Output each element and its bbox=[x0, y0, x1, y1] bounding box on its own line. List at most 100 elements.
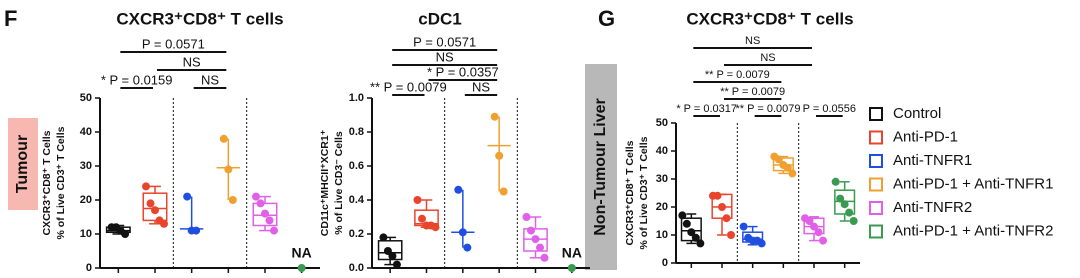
data-point bbox=[691, 233, 700, 242]
side-label-box bbox=[8, 118, 38, 210]
box bbox=[680, 217, 702, 242]
y-tick-label: 10 bbox=[656, 229, 668, 241]
data-point bbox=[718, 203, 726, 211]
data-point bbox=[392, 260, 401, 269]
y-tick-label: 30 bbox=[80, 160, 92, 172]
data-point bbox=[160, 219, 168, 228]
chart-title: CXCR3⁺CD8⁺ T cells bbox=[116, 9, 283, 28]
y-tick-label: 50 bbox=[80, 92, 92, 104]
significance-label: ** P = 0.0079 bbox=[720, 86, 785, 98]
data-point bbox=[228, 196, 237, 204]
data-point bbox=[265, 216, 274, 225]
significance-label: * P = 0.0317 bbox=[676, 103, 737, 115]
legend-label: Anti-TNFR2 bbox=[893, 199, 972, 216]
legend-swatch bbox=[869, 154, 883, 168]
data-point bbox=[522, 213, 531, 221]
significance-label: P = 0.0571 bbox=[142, 36, 205, 51]
data-point bbox=[536, 243, 544, 252]
data-point bbox=[810, 222, 818, 231]
data-point bbox=[224, 165, 233, 174]
y-tick-label: 1.0 bbox=[349, 92, 364, 104]
y-tick-label: 0.0 bbox=[349, 262, 364, 274]
data-point bbox=[845, 208, 854, 217]
data-point bbox=[121, 230, 130, 238]
data-point bbox=[490, 112, 499, 121]
na-label: NA bbox=[562, 245, 582, 261]
legend-swatch bbox=[869, 130, 883, 145]
data-point bbox=[252, 192, 260, 201]
y-tick-label: 20 bbox=[656, 201, 668, 213]
box bbox=[142, 192, 168, 222]
significance-label: NS bbox=[201, 72, 219, 87]
data-point bbox=[774, 155, 783, 164]
y-axis-label: CD11c⁺MHCII⁺XCR1⁺ bbox=[319, 129, 331, 236]
data-point bbox=[379, 233, 388, 242]
data-point bbox=[727, 231, 735, 239]
data-point bbox=[219, 134, 228, 143]
legend-label: Control bbox=[893, 105, 941, 122]
box bbox=[377, 240, 403, 261]
significance-label: * P = 0.0159 bbox=[101, 72, 173, 87]
y-tick-label: 50 bbox=[656, 117, 668, 129]
box bbox=[523, 228, 548, 252]
y-tick-label: 0.4 bbox=[349, 194, 365, 206]
legend-swatch bbox=[869, 177, 883, 192]
data-point bbox=[722, 214, 731, 223]
data-point bbox=[463, 243, 472, 252]
na-label: NA bbox=[292, 245, 312, 261]
data-point bbox=[788, 169, 797, 178]
data-point bbox=[527, 226, 535, 235]
y-tick-label: 40 bbox=[80, 126, 92, 138]
data-point bbox=[413, 196, 422, 204]
data-point bbox=[819, 236, 827, 245]
significance-label: * P = 0.0357 bbox=[427, 64, 499, 79]
data-point bbox=[831, 177, 840, 186]
legend-label: Anti-PD-1 + Anti-TNFR1 bbox=[893, 175, 1053, 192]
data-point bbox=[192, 226, 201, 235]
box bbox=[252, 202, 278, 227]
y-axis-label: CXCR3⁺CD8⁺ T Cells bbox=[624, 140, 636, 245]
data-point bbox=[713, 191, 722, 200]
significance-label: P = 0.0571 bbox=[413, 34, 476, 49]
data-point bbox=[183, 192, 192, 201]
legend-label: Anti-PD-1 + Anti-TNFR2 bbox=[893, 222, 1053, 239]
side-label: Tumour bbox=[14, 135, 31, 193]
data-point bbox=[540, 253, 549, 262]
data-point bbox=[454, 185, 463, 194]
y-axis-label: CXCR3⁺CD8⁺ T Cells bbox=[41, 130, 53, 235]
y-axis-label: % of Live CD3⁺ T Cells bbox=[55, 126, 67, 239]
y-tick-label: 0.6 bbox=[349, 160, 364, 172]
legend-swatch bbox=[869, 224, 883, 239]
y-axis-label: % of Live CD3⁻ Cells bbox=[333, 131, 345, 235]
data-point bbox=[388, 252, 397, 261]
significance-label: ** P = 0.0079 bbox=[705, 69, 770, 81]
legend-label: Anti-TNFR1 bbox=[893, 152, 972, 169]
data-point bbox=[814, 228, 823, 237]
data-point bbox=[739, 222, 748, 231]
data-point bbox=[261, 209, 269, 218]
data-point bbox=[256, 199, 265, 208]
data-point bbox=[297, 264, 306, 272]
legend-label: Anti-PD-1 bbox=[893, 128, 958, 145]
data-point bbox=[431, 223, 440, 232]
data-point bbox=[418, 214, 426, 223]
data-point bbox=[805, 217, 814, 225]
legend-swatch bbox=[869, 201, 883, 215]
data-point bbox=[783, 163, 792, 172]
y-tick-label: 10 bbox=[80, 228, 92, 240]
data-point bbox=[678, 211, 687, 220]
data-point bbox=[270, 226, 278, 235]
y-tick-label: 0 bbox=[86, 262, 92, 274]
panel-letter: G bbox=[598, 6, 615, 31]
y-tick-label: 40 bbox=[656, 145, 668, 157]
y-tick-label: 0.8 bbox=[349, 126, 364, 138]
data-point bbox=[840, 200, 849, 209]
chart-title: CXCR3⁺CD8⁺ T cells bbox=[686, 9, 853, 28]
data-point bbox=[567, 264, 576, 272]
data-point bbox=[142, 182, 150, 191]
data-point bbox=[696, 239, 705, 248]
data-point bbox=[499, 187, 508, 196]
data-point bbox=[687, 228, 696, 237]
y-tick-label: 30 bbox=[656, 173, 668, 185]
